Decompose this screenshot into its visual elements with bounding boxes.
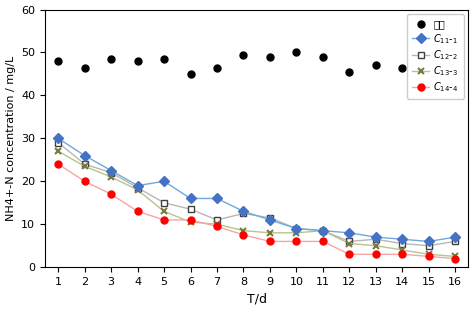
Legend: 原水, $C_{11}$-$_1$, $C_{12}$-$_2$, $C_{13}$-$_3$, $C_{14}$-$_4$: 原水, $C_{11}$-$_1$, $C_{12}$-$_2$, $C_{13…: [407, 14, 464, 99]
Y-axis label: NH4+-N concentration / mg/L: NH4+-N concentration / mg/L: [6, 56, 16, 221]
X-axis label: T/d: T/d: [246, 292, 267, 305]
